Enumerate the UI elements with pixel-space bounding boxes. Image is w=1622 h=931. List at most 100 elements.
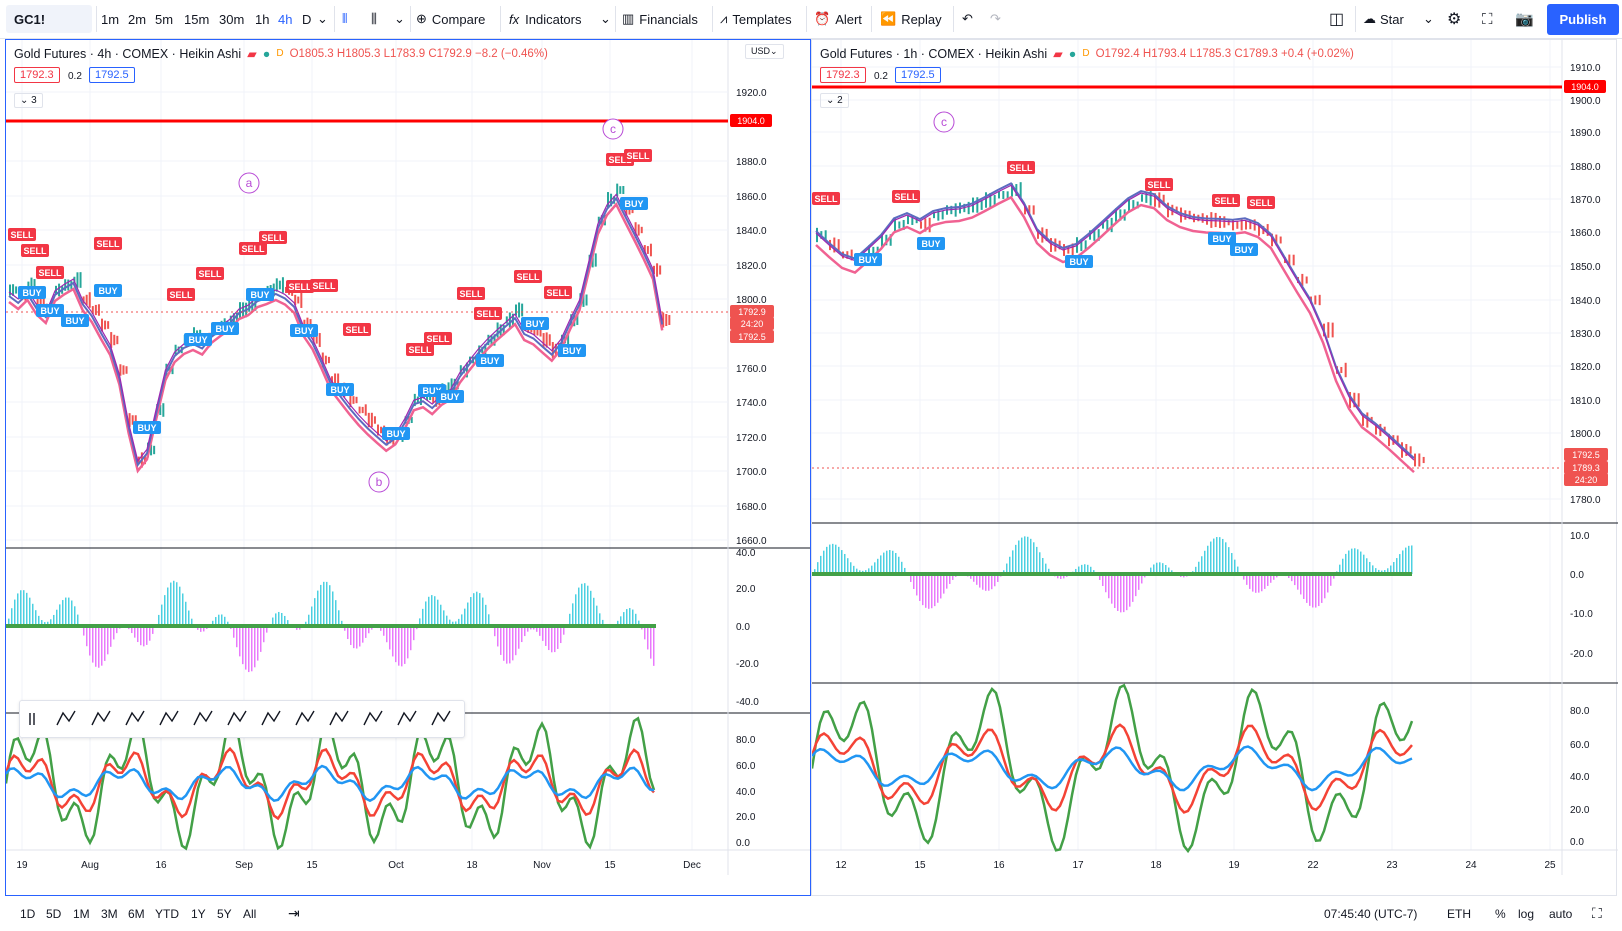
wave-label-circle: [933, 111, 955, 133]
replay-button[interactable]: ⏪ Replay: [880, 0, 942, 38]
buy-signal-label: BUY: [1065, 255, 1093, 268]
session-toggle[interactable]: ETH: [1447, 906, 1471, 921]
chart-settings-icon[interactable]: ⛶: [1592, 905, 1602, 921]
star-button[interactable]: ☁ Star: [1363, 0, 1404, 38]
regression-icon[interactable]: [431, 710, 451, 726]
candle: [64, 279, 67, 291]
chevron-down-icon[interactable]: ⌄: [394, 11, 405, 26]
candle: [980, 200, 983, 210]
redo-icon[interactable]: ↷: [990, 11, 1001, 26]
gear-icon[interactable]: ⚙: [1447, 11, 1462, 28]
date-range-icon[interactable]: ⇥: [288, 905, 300, 921]
histogram-bar: [599, 613, 601, 626]
candle: [76, 272, 79, 288]
alert-button[interactable]: ⏰ Alert: [814, 0, 862, 38]
fullscreen-icon[interactable]: ⛶: [1482, 10, 1493, 28]
interval-5m[interactable]: 5m: [155, 11, 174, 27]
candle: [505, 316, 508, 324]
histogram-bar: [1318, 574, 1320, 607]
financials-button[interactable]: ▥ Financials: [622, 0, 698, 38]
signal-bg: [290, 324, 318, 337]
range-1d[interactable]: 1D: [20, 906, 36, 921]
collapse-indicators-button[interactable]: ⌄ 2: [820, 93, 849, 108]
collapse-indicators-button[interactable]: ⌄ 3: [14, 93, 43, 108]
range-6m[interactable]: 6M: [128, 906, 145, 921]
interval-d[interactable]: D: [302, 11, 312, 27]
interval-2m[interactable]: 2m: [128, 11, 147, 27]
auto-toggle[interactable]: auto: [1549, 906, 1573, 921]
interval-30m[interactable]: 30m: [219, 11, 245, 27]
candle: [493, 334, 496, 346]
layout-icon[interactable]: ◫: [1329, 11, 1345, 28]
xabcd-pattern-icon[interactable]: [329, 710, 349, 726]
histogram-bar: [284, 615, 286, 626]
candle: [370, 412, 373, 428]
range-ytd[interactable]: YTD: [155, 906, 179, 921]
trendline-icon[interactable]: [295, 710, 315, 726]
templates-button[interactable]: ⩘ Templates: [720, 0, 792, 38]
indicators-button[interactable]: fx Indicators: [509, 0, 582, 38]
price-tick: 1780.0: [1570, 495, 1601, 506]
camera-icon[interactable]: 📷: [1515, 11, 1534, 28]
log-toggle[interactable]: log: [1518, 906, 1535, 921]
left-chart-pane[interactable]: 1920.0 1880.0 1860.0 1840.0 1820.0 1800.0 1760…: [5, 39, 811, 896]
stoch-tick: 80.0: [1570, 706, 1590, 717]
undo-icon[interactable]: ↶: [962, 11, 973, 26]
horizontal-ray-icon[interactable]: [227, 710, 247, 726]
candle: [331, 376, 333, 384]
fib-channel-icon[interactable]: [261, 710, 281, 726]
compare-button[interactable]: ⊕ Compare: [416, 0, 485, 38]
right-chart-legend: Gold Futures · 1h · COMEX · Heikin Ashi …: [820, 46, 1354, 62]
divider: [96, 6, 97, 32]
fib-retracement-icon[interactable]: [193, 710, 213, 726]
range-5d[interactable]: 5D: [46, 906, 62, 921]
percent-toggle[interactable]: %: [1495, 906, 1506, 921]
interval-15m[interactable]: 15m: [184, 11, 210, 27]
buy-signal-label: BUY: [558, 344, 586, 357]
abc-pattern-icon[interactable]: [91, 710, 111, 726]
range-3m[interactable]: 3M: [101, 906, 118, 921]
ask-box[interactable]: 1792.5: [895, 67, 941, 83]
divider: [500, 6, 501, 32]
right-chart-canvas[interactable]: 1910.01900.01890.01880.01870.01860.01850…: [812, 40, 1618, 895]
publish-button[interactable]: Publish: [1547, 4, 1619, 35]
interval-4h[interactable]: 4h: [278, 11, 293, 27]
range-all[interactable]: All: [243, 906, 257, 921]
fib-spiral-icon[interactable]: [363, 710, 383, 726]
left-chart-canvas[interactable]: 1920.01880.01860.01840.01820.01800.01760…: [6, 40, 810, 895]
histogram-bar: [1120, 574, 1122, 613]
range-1m[interactable]: 1M: [73, 906, 90, 921]
range-5y[interactable]: 5Y: [217, 906, 232, 921]
clock[interactable]: 07:45:40 (UTC-7): [1324, 906, 1418, 921]
currency-select[interactable]: USD⌄: [745, 44, 784, 59]
chevron-down-icon[interactable]: ⌄: [1423, 11, 1434, 26]
candle: [1097, 229, 1100, 241]
chevron-down-icon[interactable]: ⌄: [600, 11, 611, 26]
bar-style-icon[interactable]: ⫴: [342, 11, 348, 26]
drag-handle-icon[interactable]: [29, 713, 35, 725]
pitchfork-icon[interactable]: [56, 710, 76, 726]
histogram-bar: [1081, 564, 1083, 574]
elliott-wave-icon[interactable]: [125, 710, 145, 726]
candle: [1149, 190, 1152, 206]
bid-box[interactable]: 1792.3: [820, 67, 866, 83]
drawing-tools[interactable]: [20, 701, 464, 737]
interval-1m[interactable]: 1m: [101, 11, 120, 27]
interval-1h[interactable]: 1h: [255, 11, 270, 27]
histogram-bar: [56, 609, 58, 626]
ask-box[interactable]: 1792.5: [89, 67, 135, 83]
symbol-search[interactable]: GC1!: [6, 5, 92, 33]
candles-icon[interactable]: ⫼: [371, 11, 377, 26]
histogram-bar: [632, 609, 634, 626]
candle: [107, 321, 110, 329]
bid-box[interactable]: 1792.3: [14, 67, 60, 83]
range-1y[interactable]: 1Y: [191, 906, 206, 921]
candle: [1236, 221, 1239, 229]
trend-path-icon[interactable]: [159, 710, 179, 726]
parallel-channel-icon[interactable]: [397, 710, 417, 726]
chevron-down-icon[interactable]: ⌄: [317, 11, 328, 26]
signal-bg: [424, 332, 452, 345]
right-chart-pane[interactable]: 1910.0 1900.0 1890.0 1880.0 1870.0 1860.0 1850…: [811, 39, 1618, 896]
signal-bg: [1230, 243, 1258, 256]
histogram-bar: [1243, 574, 1245, 580]
